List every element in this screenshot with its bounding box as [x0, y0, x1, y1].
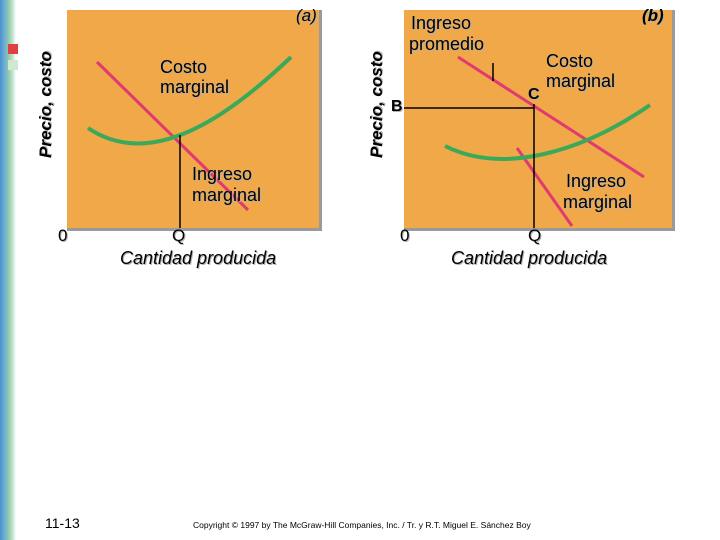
panel-a-background — [67, 10, 322, 231]
panel-b-tag: (b) — [642, 6, 664, 25]
panel-b-mc-curve — [444, 103, 652, 161]
panel-b-q-label: Q — [528, 226, 542, 245]
panel-b-mr-label-1: Ingreso — [566, 171, 627, 191]
panel-b-background — [404, 10, 675, 231]
panel-b-ar-label-2: promedio — [409, 34, 485, 54]
panel-b-point-c: C — [528, 86, 540, 103]
panel-b-x-axis-label: Cantidad producida — [451, 248, 608, 268]
panel-b-point-b: B — [391, 98, 403, 115]
panel-b-ar-label-1: Ingreso — [411, 13, 472, 33]
panel-b-ar-line — [457, 55, 645, 179]
panel-b-mc-label-2: marginal — [546, 71, 616, 91]
panel-a-y-axis-label: Precio, costo — [36, 51, 55, 158]
panel-b-origin-label: 0 — [400, 226, 410, 245]
copyright-notice: Copyright © 1997 by The McGraw-Hill Comp… — [193, 520, 531, 530]
panel-a-tag: (a) — [296, 6, 317, 25]
sidebar-square-red — [8, 44, 18, 54]
panel-b-y-axis-label: Precio, costo — [367, 51, 386, 158]
panel-b-mc-label-1: Costo — [546, 51, 594, 71]
page-number: 11-13 — [45, 515, 80, 531]
panel-a-mr-label-1: Ingreso — [192, 164, 253, 184]
panel-a-x-axis-label: Cantidad producida — [120, 248, 277, 268]
sidebar-square-light — [8, 60, 18, 70]
slide-sidebar — [0, 0, 18, 540]
panel-b-mr-line — [515, 147, 574, 227]
panel-a-mc-label-2: marginal — [160, 77, 230, 97]
panel-a-mc-label-1: Costo — [160, 57, 208, 77]
panel-a-origin-label: 0 — [58, 226, 68, 245]
panel-a-mc-curve — [86, 55, 293, 146]
panel-a-q-label: Q — [172, 226, 186, 245]
panel-a-mr-label-2: marginal — [192, 185, 262, 205]
panel-b-mr-label-2: marginal — [563, 192, 633, 212]
